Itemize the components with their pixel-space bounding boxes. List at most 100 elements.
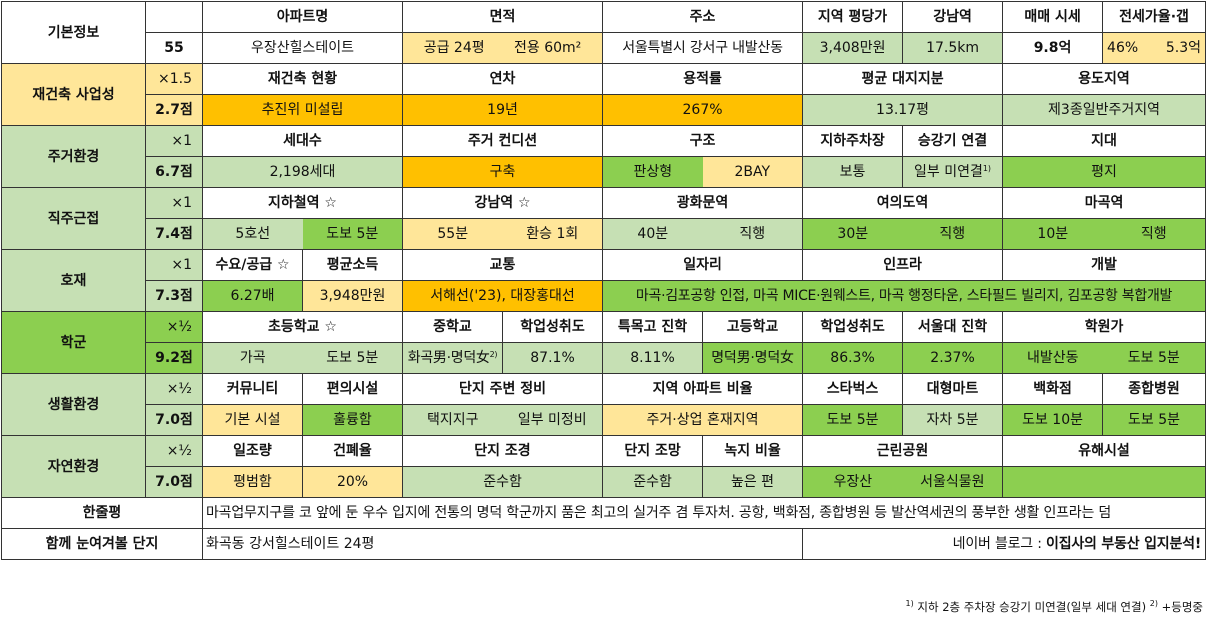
development-label: 호재 xyxy=(1,249,146,312)
school-h3: 특목고 진학 xyxy=(602,311,704,343)
nature-v3: 준수함 xyxy=(602,466,704,498)
living-h5: 지대 xyxy=(1002,125,1207,157)
living-label: 주거환경 xyxy=(1,125,146,188)
development-h3: 일자리 xyxy=(602,249,804,281)
analysis-table: 기본정보 아파트명 면적 주소 지역 평당가 강남역 매매 시세 전세가율·갭 … xyxy=(1,1,1207,560)
life-v8: 도보 5분 xyxy=(1102,404,1207,436)
living-v5: 일부 미연결 xyxy=(913,164,983,180)
rebuild-v2: 267% xyxy=(602,94,804,126)
school-v9: 도보 5분 xyxy=(1102,342,1207,374)
school-mult: ×½ xyxy=(145,311,203,343)
commute-v7: 직행 xyxy=(902,218,1004,250)
life-value-row: 7.0점 기본 시설 훌륭함 택지지구 일부 미정비 주거·상업 혼재지역 도보… xyxy=(2,404,1207,436)
nature-h3: 단지 조망 xyxy=(602,435,704,467)
development-v2: 서해선('23), 대장홍대선 xyxy=(401,280,604,312)
living-header-row: 주거환경 ×1 세대수 주거 컨디션 구조 지하주차장 승강기 연결 지대 xyxy=(1,125,1207,188)
header-address: 주소 xyxy=(602,1,804,33)
commute-value-row: 7.4점 5호선 도보 5분 55분 환승 1회 40분 직행 30분 직행 1… xyxy=(2,218,1207,250)
commute-v3: 환승 1회 xyxy=(502,218,604,250)
school-v2-cell: 화곡男·명덕女2) xyxy=(402,342,503,374)
nature-h5: 근린공원 xyxy=(802,435,1004,467)
commute-v4: 40분 xyxy=(602,218,703,250)
living-h1: 주거 컨디션 xyxy=(401,125,604,157)
footnote-mark-2: 2) xyxy=(1149,599,1158,608)
commute-h2: 광화문역 xyxy=(602,187,804,219)
header-sale-price: 매매 시세 xyxy=(1002,1,1104,33)
nature-v5: 우장산 xyxy=(802,466,903,498)
school-v0: 가곡 xyxy=(202,342,303,374)
life-h3: 지역 아파트 비율 xyxy=(602,373,804,405)
school-h7: 학원가 xyxy=(1002,311,1207,343)
gap: 5.3억 xyxy=(1165,40,1202,56)
commute-v6: 30분 xyxy=(802,218,903,250)
rebuild-v1: 19년 xyxy=(401,94,604,126)
compare-label: 함께 눈여겨볼 단지 xyxy=(1,528,203,560)
compare-text: 화곡동 강서힐스테이트 24평 xyxy=(201,528,804,560)
summary-text: 마곡업무지구를 코 앞에 둔 우수 입지에 전통의 명덕 학군까지 품은 최고의… xyxy=(201,497,1207,529)
development-value-row: 7.3점 6.27배 3,948만원 서해선('23), 대장홍대선 마곡·김포… xyxy=(2,280,1207,312)
nature-score: 7.0점 xyxy=(145,466,203,498)
school-v2: 화곡男·명덕女 xyxy=(407,350,490,366)
basic-blank xyxy=(145,1,203,33)
footnote-text-2: +등명중 xyxy=(1157,600,1203,614)
compare-row: 함께 눈여겨볼 단지 화곡동 강서힐스테이트 24평 네이버 블로그 : 이집사… xyxy=(1,528,1207,560)
living-v6: 평지 xyxy=(1002,156,1207,188)
rebuild-label: 재건축 사업성 xyxy=(1,63,146,126)
rebuild-score: 2.7점 xyxy=(145,94,203,126)
life-h2: 단지 주변 정비 xyxy=(401,373,604,405)
nature-v2: 준수함 xyxy=(401,466,604,498)
blog-name: 이집사의 부동산 입지분석! xyxy=(1046,536,1202,552)
nature-h6: 유해시설 xyxy=(1002,435,1207,467)
nature-header-row: 자연환경 ×½ 일조량 건폐율 단지 조경 단지 조망 녹지 비율 근린공원 유… xyxy=(1,435,1207,498)
school-v6: 86.3% xyxy=(802,342,904,374)
life-v1: 훌륭함 xyxy=(302,404,403,436)
life-v7: 도보 10분 xyxy=(1002,404,1104,436)
commute-h3: 여의도역 xyxy=(802,187,1004,219)
commute-v9: 직행 xyxy=(1102,218,1207,250)
rebuild-value-row: 2.7점 추진위 미설립 19년 267% 13.17평 제3종일반주거지역 xyxy=(2,94,1207,126)
nature-h0: 일조량 xyxy=(202,435,303,467)
header-jeonse-gap: 전세가율·갭 xyxy=(1102,1,1207,33)
commute-h0: 지하철역 ☆ xyxy=(202,187,403,219)
life-mult: ×½ xyxy=(145,373,203,405)
school-v4: 8.11% xyxy=(602,342,704,374)
header-apt-name: 아파트명 xyxy=(202,1,403,33)
life-h1: 편의시설 xyxy=(302,373,403,405)
living-v5-cell: 일부 미연결1) xyxy=(902,156,1004,188)
development-score: 7.3점 xyxy=(145,280,203,312)
development-v1: 3,948만원 xyxy=(302,280,403,312)
commute-h4: 마곡역 xyxy=(1002,187,1207,219)
development-mult: ×1 xyxy=(145,249,203,281)
living-mult: ×1 xyxy=(145,125,203,157)
school-v1: 도보 5분 xyxy=(302,342,403,374)
commute-header-row: 직주근접 ×1 지하철역 ☆ 강남역 ☆ 광화문역 여의도역 마곡역 xyxy=(1,187,1207,250)
living-score: 6.7점 xyxy=(145,156,203,188)
summary-row: 한줄평 마곡업무지구를 코 앞에 둔 우수 입지에 전통의 명덕 학군까지 품은… xyxy=(1,497,1207,529)
footnote-text-1: 지하 2층 주차장 승강기 미연결(일부 세대 연결) xyxy=(913,600,1150,614)
rebuild-mult: ×1.5 xyxy=(145,63,203,95)
commute-v5: 직행 xyxy=(702,218,804,250)
rebuild-h2: 용적률 xyxy=(602,63,804,95)
basic-label: 기본정보 xyxy=(1,1,146,64)
living-v1: 구축 xyxy=(401,156,604,188)
development-h2: 교통 xyxy=(401,249,604,281)
school-h0: 초등학교 ☆ xyxy=(202,311,403,343)
commute-score: 7.4점 xyxy=(145,218,203,250)
nature-v0: 평범함 xyxy=(202,466,303,498)
commute-v1: 도보 5분 xyxy=(302,218,403,250)
rebuild-header-row: 재건축 사업성 ×1.5 재건축 현황 연차 용적률 평균 대지지분 용도지역 xyxy=(1,63,1207,126)
living-h0: 세대수 xyxy=(202,125,403,157)
nature-label: 자연환경 xyxy=(1,435,146,498)
development-h0: 수요/공급 ☆ xyxy=(202,249,303,281)
commute-label: 직주근접 xyxy=(1,187,146,250)
nature-h2: 단지 조경 xyxy=(401,435,604,467)
life-v2: 택지지구 xyxy=(402,404,503,436)
address: 서울특별시 강서구 내발산동 xyxy=(602,32,804,64)
header-gangnam: 강남역 xyxy=(902,1,1004,33)
life-label: 생활환경 xyxy=(1,373,146,436)
basic-value-row: 55 우장산힐스테이트 공급 24평 전용 60m² 서울특별시 강서구 내발산동… xyxy=(2,32,1207,64)
life-v6: 자차 5분 xyxy=(902,404,1004,436)
jeonse-gap-cell: 46% 5.3억 xyxy=(1102,32,1207,64)
life-h6: 백화점 xyxy=(1002,373,1104,405)
